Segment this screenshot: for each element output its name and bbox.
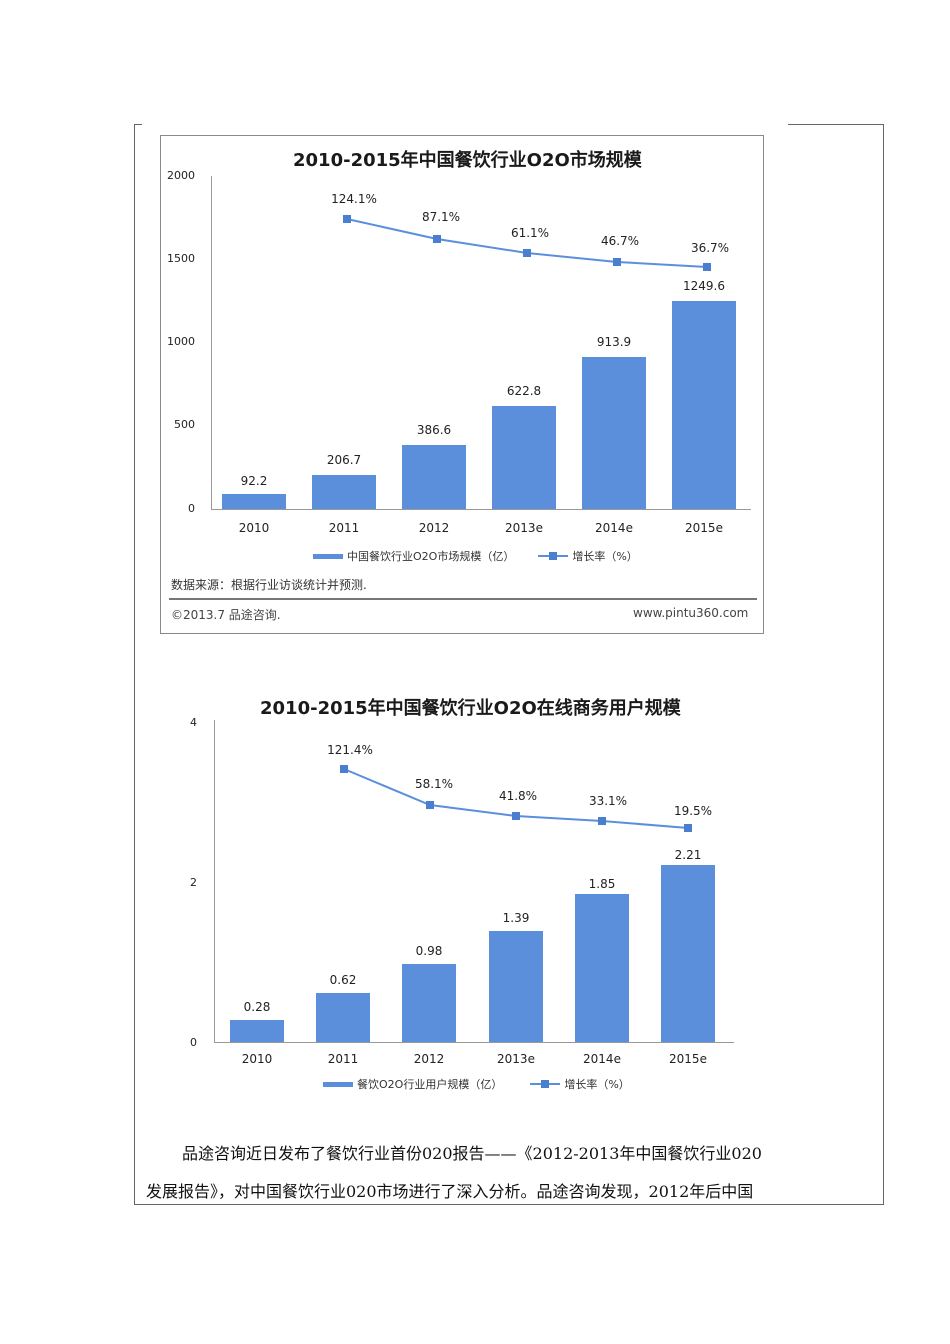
rate-label: 87.1%: [421, 210, 461, 224]
y-tick: 4: [190, 716, 197, 729]
chart2-title: 2010-2015年中国餐饮行业O2O在线商务用户规模: [260, 698, 681, 719]
legend-line-swatch: [530, 1080, 561, 1088]
bar-2014e: [575, 894, 629, 1042]
footer-divider: [169, 598, 757, 600]
x-tick: 2012: [418, 521, 450, 535]
growth-rate-line: [343, 215, 711, 271]
rate-label: 58.1%: [414, 777, 454, 791]
x-tick: 2013e: [505, 521, 543, 535]
rate-label: 41.8%: [498, 789, 538, 803]
document-frame-bottom: [134, 1204, 884, 1205]
y-axis: [211, 176, 212, 509]
legend-bar-swatch: [323, 1081, 353, 1087]
bar-2013e: [489, 931, 543, 1042]
website-text: www.pintu360.com: [633, 606, 749, 620]
x-axis: [211, 509, 751, 510]
bar-value-label: 0.62: [329, 973, 357, 987]
bar-value-label: 1.39: [502, 911, 530, 925]
rate-label: 33.1%: [588, 794, 628, 808]
y-tick: 2000: [167, 169, 195, 182]
document-frame-left: [134, 124, 135, 1204]
rate-label: 61.1%: [510, 226, 550, 240]
rate-label: 36.7%: [690, 241, 730, 255]
body-paragraph-line-1: 品途咨询近日发布了餐饮行业首份020报告——《2012-2013年中国餐饮行业0…: [182, 1144, 762, 1163]
bar-2014e: [582, 357, 646, 509]
x-tick: 2015e: [685, 521, 723, 535]
x-tick: 2013e: [497, 1052, 535, 1066]
user-scale-chart: 2010-2015年中国餐饮行业O2O在线商务用户规模 4 2 0 0.28 0…: [180, 690, 740, 1100]
bar-value-label: 1.85: [588, 877, 616, 891]
bar-2011: [312, 475, 376, 509]
x-tick: 2015e: [669, 1052, 707, 1066]
y-tick: 1000: [167, 335, 195, 348]
y-tick: 500: [174, 418, 195, 431]
legend-line-label: 增长率（%）: [564, 1078, 630, 1091]
y-tick: 1500: [167, 252, 195, 265]
x-tick: 2011: [327, 1052, 359, 1066]
bar-2015e: [672, 301, 736, 509]
y-tick: 2: [190, 876, 197, 889]
y-axis: [214, 720, 215, 1042]
rate-label: 46.7%: [600, 234, 640, 248]
bar-value-label: 0.28: [243, 1000, 271, 1014]
x-tick: 2012: [413, 1052, 445, 1066]
document-frame-top-right: [788, 124, 884, 125]
bar-2010: [222, 494, 286, 509]
chart2-legend: 餐饮O2O行业用户规模（亿） 增长率（%）: [323, 1076, 630, 1092]
x-tick: 2014e: [595, 521, 633, 535]
chart1-title: 2010-2015年中国餐饮行业O2O市场规模: [293, 150, 642, 171]
document-frame-right: [883, 124, 884, 1204]
bar-2013e: [492, 406, 556, 509]
body-paragraph-line-2: 发展报告》，对中国餐饮行业020市场进行了深入分析。品途咨询发现，2012年后中…: [146, 1182, 754, 1201]
bar-2015e: [661, 865, 715, 1042]
bar-value-label: 92.2: [240, 474, 268, 488]
copyright-text: ©2013.7 品途咨询.: [171, 608, 281, 622]
growth-rate-line: [340, 765, 692, 832]
bar-value-label: 1249.6: [683, 279, 725, 293]
bar-value-label: 206.7: [326, 453, 362, 467]
bar-2012: [402, 964, 456, 1042]
bar-value-label: 913.9: [596, 335, 632, 349]
bar-value-label: 622.8: [506, 384, 542, 398]
legend-line-swatch: [538, 552, 569, 560]
x-tick: 2011: [328, 521, 360, 535]
legend-bar-swatch: [313, 553, 343, 559]
rate-label: 19.5%: [673, 804, 713, 818]
market-size-chart: 2010-2015年中国餐饮行业O2O市场规模 2000 1500 1000 5…: [160, 135, 764, 634]
x-tick: 2014e: [583, 1052, 621, 1066]
y-tick: 0: [190, 1036, 197, 1049]
bar-value-label: 386.6: [416, 423, 452, 437]
rate-label: 124.1%: [331, 192, 377, 206]
bar-2012: [402, 445, 466, 509]
legend-bar-label: 中国餐饮行业O2O市场规模（亿）: [347, 550, 515, 563]
bar-2011: [316, 993, 370, 1042]
legend-bar-label: 餐饮O2O行业用户规模（亿）: [357, 1078, 503, 1091]
x-tick: 2010: [238, 521, 270, 535]
rate-label: 121.4%: [327, 743, 373, 757]
x-tick: 2010: [241, 1052, 273, 1066]
bar-value-label: 2.21: [674, 848, 702, 862]
bar-value-label: 0.98: [415, 944, 443, 958]
chart1-legend: 中国餐饮行业O2O市场规模（亿） 增长率（%）: [313, 548, 638, 564]
document-frame-corner: [134, 124, 142, 125]
bar-2010: [230, 1020, 284, 1042]
x-axis: [214, 1042, 734, 1043]
data-source-note: 数据来源：根据行业访谈统计并预测.: [171, 578, 367, 592]
y-tick: 0: [188, 502, 195, 515]
legend-line-label: 增长率（%）: [572, 550, 638, 563]
